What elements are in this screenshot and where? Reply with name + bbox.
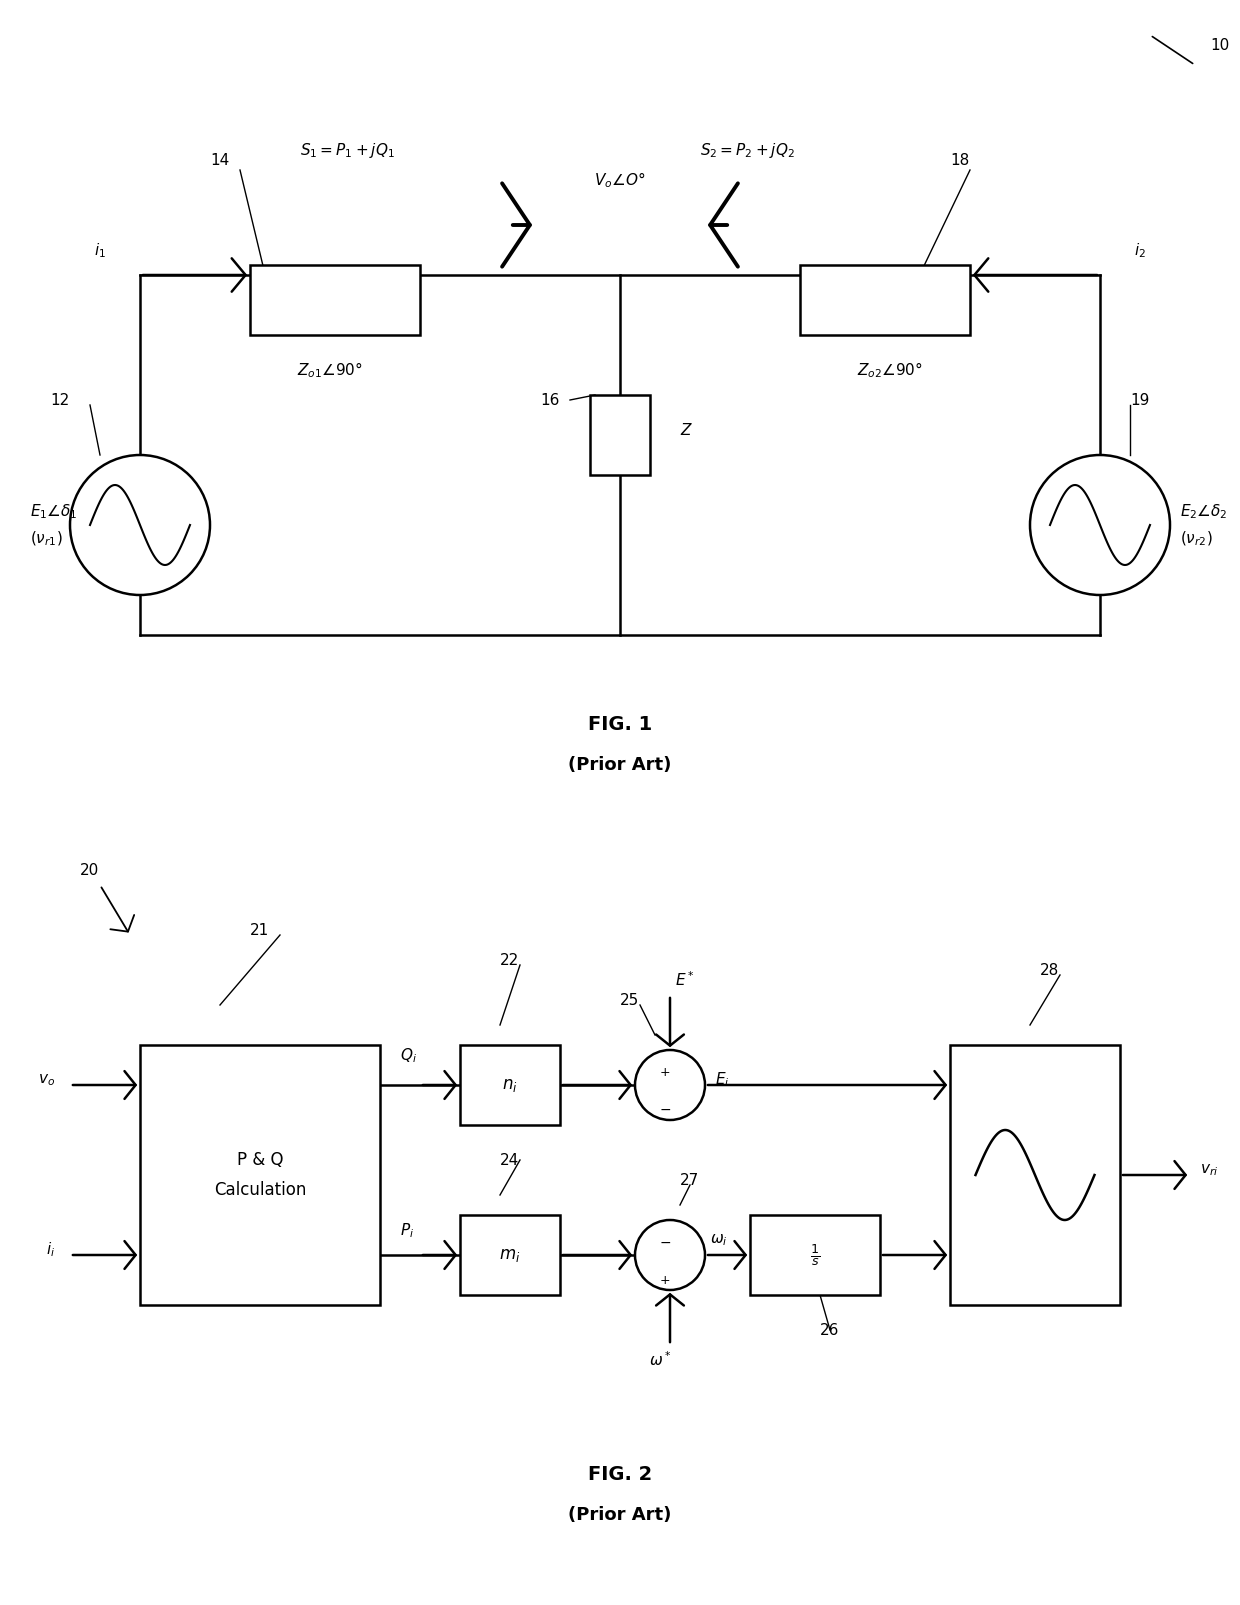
Circle shape [635,1220,706,1290]
Bar [460,1215,560,1295]
Text: 24: 24 [500,1152,520,1168]
Text: $n_i$: $n_i$ [502,1075,518,1095]
Circle shape [1030,454,1171,595]
Text: −: − [660,1236,671,1250]
Text: 28: 28 [1040,963,1059,977]
Text: +: + [660,1066,671,1080]
Text: $Z$: $Z$ [680,422,693,438]
Text: $E_2\angle\delta_2$
$(\nu_{r2})$: $E_2\angle\delta_2$ $(\nu_{r2})$ [1180,502,1228,547]
Text: 25: 25 [620,993,640,1008]
Text: $\omega^*$: $\omega^*$ [649,1351,671,1369]
Text: $\omega_i$: $\omega_i$ [711,1233,728,1247]
Text: $v_o$: $v_o$ [38,1072,55,1088]
Text: 12: 12 [50,393,69,408]
Text: 16: 16 [539,393,559,408]
Circle shape [69,454,210,595]
Text: 10: 10 [1210,37,1229,53]
Text: 27: 27 [680,1173,699,1188]
Bar [460,1045,560,1125]
Text: $Z_{o1}\angle 90°$: $Z_{o1}\angle 90°$ [298,360,363,380]
Text: $m_i$: $m_i$ [500,1245,521,1265]
Text: $S_1=P_1+jQ_1$: $S_1=P_1+jQ_1$ [300,141,394,160]
Text: $S_2=P_2+jQ_2$: $S_2=P_2+jQ_2$ [701,141,795,160]
Text: (Prior Art): (Prior Art) [568,1505,672,1525]
Bar [140,1045,379,1305]
Text: 14: 14 [210,152,229,169]
Text: $i_i$: $i_i$ [46,1241,55,1260]
Text: $V_o\angle O°$: $V_o\angle O°$ [594,170,646,189]
Text: 21: 21 [250,923,269,937]
Text: FIG. 2: FIG. 2 [588,1465,652,1485]
Text: $P_i$: $P_i$ [401,1221,414,1241]
Text: +: + [660,1273,671,1287]
Bar [250,265,420,335]
Text: 18: 18 [950,152,970,169]
Text: $E^*$: $E^*$ [675,971,694,989]
Bar [800,265,970,335]
Text: FIG. 1: FIG. 1 [588,716,652,735]
Text: P & Q
Calculation: P & Q Calculation [213,1151,306,1199]
Text: 22: 22 [500,953,520,968]
Text: 26: 26 [820,1323,839,1339]
Text: $i_1$: $i_1$ [94,241,105,260]
Text: 19: 19 [1130,393,1149,408]
Text: $Q_i$: $Q_i$ [401,1046,417,1066]
Text: $v_{ri}$: $v_{ri}$ [1200,1162,1219,1178]
Text: 20: 20 [81,863,99,878]
Bar [950,1045,1120,1305]
Circle shape [635,1050,706,1120]
Text: (Prior Art): (Prior Art) [568,756,672,774]
Text: $\frac{1}{s}$: $\frac{1}{s}$ [810,1242,820,1268]
Text: −: − [660,1103,671,1117]
Text: $i_2$: $i_2$ [1135,241,1146,260]
Bar [750,1215,880,1295]
Text: $E_1\angle\delta_1$
$(\nu_{r1})$: $E_1\angle\delta_1$ $(\nu_{r1})$ [30,502,78,547]
Text: $Z_{o2}\angle 90°$: $Z_{o2}\angle 90°$ [857,360,923,380]
Text: $E_i$: $E_i$ [715,1071,729,1090]
Bar [590,395,650,475]
